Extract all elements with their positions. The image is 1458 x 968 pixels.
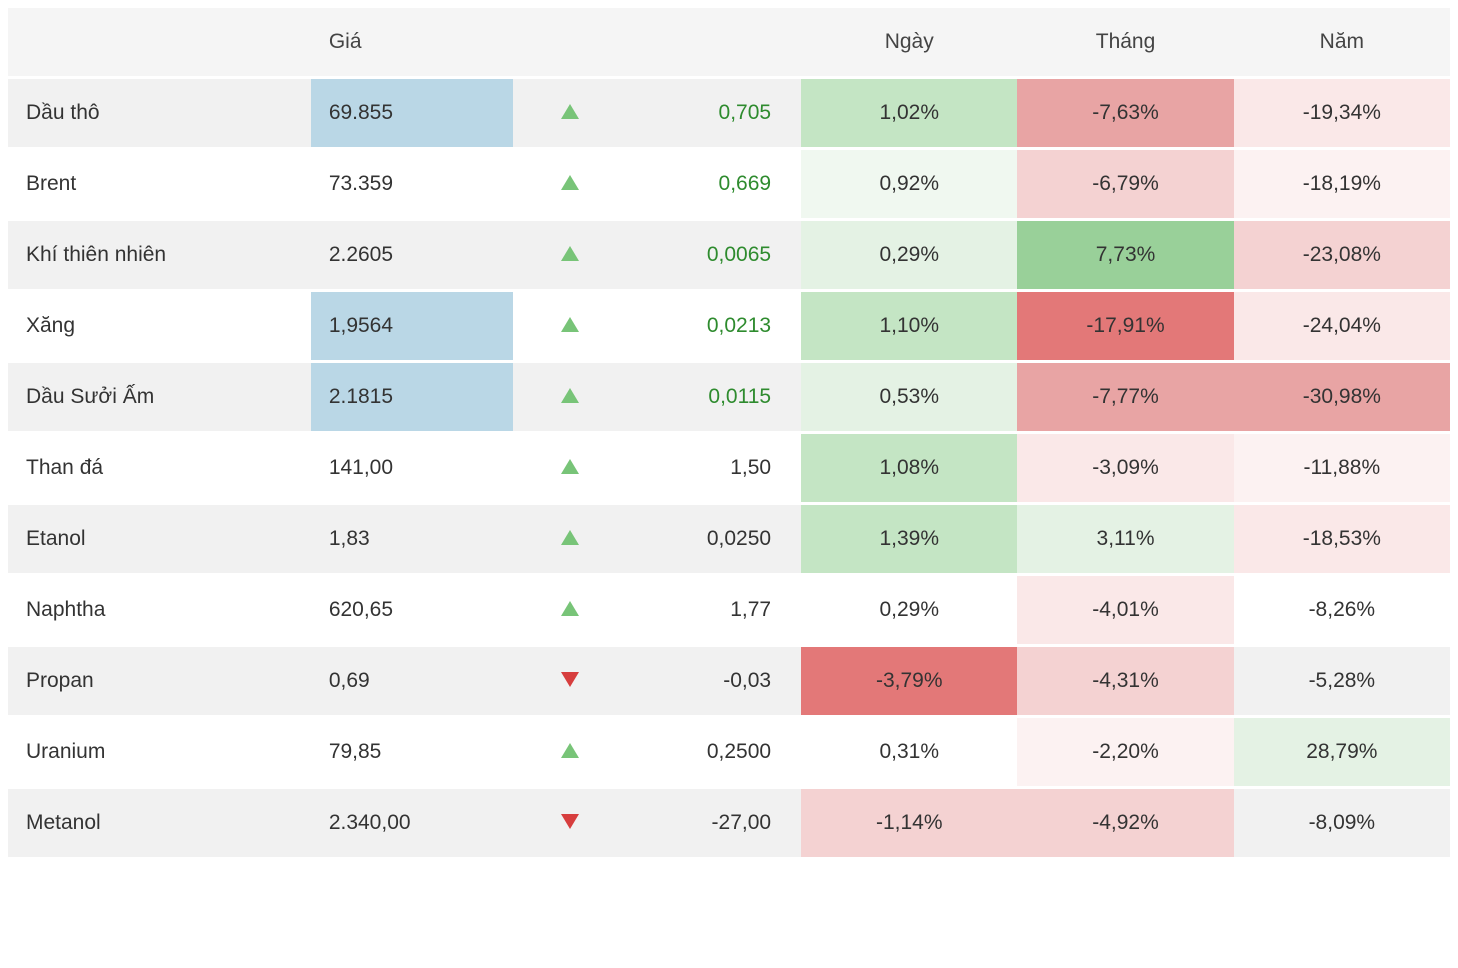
arrow-up-icon [513,78,628,149]
arrow-up-icon [513,362,628,433]
table-row[interactable]: Dầu Sưởi Ấm2.1815 0,01150,53%-7,77%-30,98… [8,362,1450,433]
price-cell: 1,9564 [311,291,513,362]
price-cell: 1,83 [311,504,513,575]
arrow-down-icon [513,788,628,859]
month-pct-cell: 3,11% [1017,504,1233,575]
price-cell: 141,00 [311,433,513,504]
change-cell: 1,50 [628,433,801,504]
table-row[interactable]: Etanol1,83 0,02501,39%3,11%-18,53% [8,504,1450,575]
year-pct-cell: -8,26% [1234,575,1450,646]
day-pct-cell: 0,53% [801,362,1017,433]
price-cell: 79,85 [311,717,513,788]
commodity-name[interactable]: Than đá [8,433,311,504]
change-cell: 0,0065 [628,220,801,291]
commodity-name[interactable]: Dầu thô [8,78,311,149]
year-pct-cell: -18,53% [1234,504,1450,575]
day-pct-cell: 1,02% [801,78,1017,149]
month-pct-cell: 7,73% [1017,220,1233,291]
month-pct-cell: -2,20% [1017,717,1233,788]
year-pct-cell: -23,08% [1234,220,1450,291]
day-pct-cell: 0,31% [801,717,1017,788]
price-cell: 620,65 [311,575,513,646]
commodity-table: Giá Ngày Tháng Năm Dầu thô69.8550,7051,0… [8,8,1450,860]
header-change [628,8,801,78]
year-pct-cell: -24,04% [1234,291,1450,362]
day-pct-cell: 1,39% [801,504,1017,575]
arrow-up-icon [513,433,628,504]
arrow-up-icon [513,291,628,362]
month-pct-cell: -17,91% [1017,291,1233,362]
day-pct-cell: 0,92% [801,149,1017,220]
table-row[interactable]: Metanol2.340,00 -27,00-1,14%-4,92%-8,09% [8,788,1450,859]
arrow-up-icon [513,575,628,646]
commodity-name[interactable]: Etanol [8,504,311,575]
commodity-name[interactable]: Naphtha [8,575,311,646]
change-cell: 0,0115 [628,362,801,433]
arrow-up-icon [513,149,628,220]
month-pct-cell: -4,31% [1017,646,1233,717]
price-cell: 2.1815 [311,362,513,433]
commodity-name[interactable]: Metanol [8,788,311,859]
header-empty [8,8,311,78]
year-pct-cell: -18,19% [1234,149,1450,220]
table-row[interactable]: Brent73.359 0,6690,92%-6,79%-18,19% [8,149,1450,220]
change-cell: 0,0250 [628,504,801,575]
change-cell: 0,0213 [628,291,801,362]
day-pct-cell: -3,79% [801,646,1017,717]
change-cell: -27,00 [628,788,801,859]
day-pct-cell: 0,29% [801,220,1017,291]
commodity-name[interactable]: Brent [8,149,311,220]
commodity-name[interactable]: Uranium [8,717,311,788]
arrow-up-icon [513,220,628,291]
year-pct-cell: 28,79% [1234,717,1450,788]
year-pct-cell: -8,09% [1234,788,1450,859]
month-pct-cell: -4,92% [1017,788,1233,859]
commodity-name[interactable]: Dầu Sưởi Ấm [8,362,311,433]
price-cell: 73.359 [311,149,513,220]
header-day[interactable]: Ngày [801,8,1017,78]
year-pct-cell: -30,98% [1234,362,1450,433]
commodity-name[interactable]: Xăng [8,291,311,362]
header-year[interactable]: Năm [1234,8,1450,78]
month-pct-cell: -7,77% [1017,362,1233,433]
month-pct-cell: -7,63% [1017,78,1233,149]
year-pct-cell: -5,28% [1234,646,1450,717]
price-cell: 2.340,00 [311,788,513,859]
table-row[interactable]: Naphtha620,65 1,770,29%-4,01%-8,26% [8,575,1450,646]
change-cell: 1,77 [628,575,801,646]
table-row[interactable]: Xăng1,9564 0,02131,10%-17,91%-24,04% [8,291,1450,362]
day-pct-cell: -1,14% [801,788,1017,859]
table-row[interactable]: Than đá141,00 1,501,08%-3,09%-11,88% [8,433,1450,504]
arrow-up-icon [513,504,628,575]
price-cell: 69.855 [311,78,513,149]
year-pct-cell: -11,88% [1234,433,1450,504]
price-cell: 0,69 [311,646,513,717]
change-cell: -0,03 [628,646,801,717]
price-cell: 2.2605 [311,220,513,291]
day-pct-cell: 1,10% [801,291,1017,362]
header-price[interactable]: Giá [311,8,513,78]
change-cell: 0,2500 [628,717,801,788]
table-row[interactable]: Propan0,69 -0,03-3,79%-4,31%-5,28% [8,646,1450,717]
header-month[interactable]: Tháng [1017,8,1233,78]
table-row[interactable]: Dầu thô69.855 0,7051,02%-7,63%-19,34% [8,78,1450,149]
commodity-name[interactable]: Khí thiên nhiên [8,220,311,291]
table-row[interactable]: Khí thiên nhiên2.2605 0,00650,29%7,73%-23… [8,220,1450,291]
table-row[interactable]: Uranium79,85 0,25000,31%-2,20%28,79% [8,717,1450,788]
day-pct-cell: 1,08% [801,433,1017,504]
month-pct-cell: -4,01% [1017,575,1233,646]
month-pct-cell: -6,79% [1017,149,1233,220]
header-arrow [513,8,628,78]
arrow-down-icon [513,646,628,717]
arrow-up-icon [513,717,628,788]
month-pct-cell: -3,09% [1017,433,1233,504]
year-pct-cell: -19,34% [1234,78,1450,149]
header-row: Giá Ngày Tháng Năm [8,8,1450,78]
table-body: Dầu thô69.8550,7051,02%-7,63%-19,34%Bren… [8,78,1450,859]
change-cell: 0,705 [628,78,801,149]
change-cell: 0,669 [628,149,801,220]
commodity-name[interactable]: Propan [8,646,311,717]
day-pct-cell: 0,29% [801,575,1017,646]
